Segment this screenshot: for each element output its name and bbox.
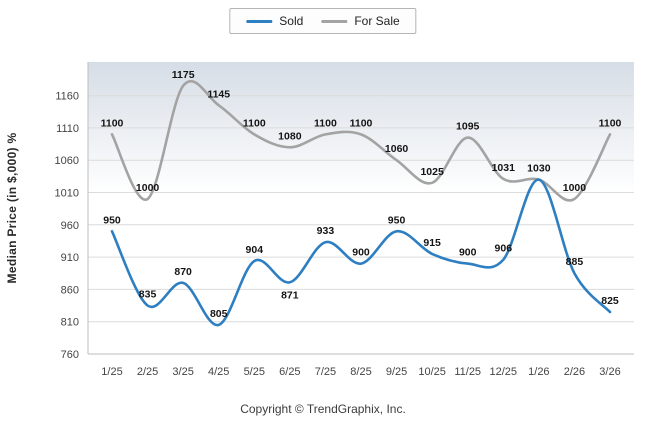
svg-text:1/26: 1/26 (528, 366, 549, 378)
svg-text:1000: 1000 (136, 182, 160, 194)
svg-text:835: 835 (139, 289, 157, 301)
svg-text:1100: 1100 (101, 117, 124, 129)
svg-text:1080: 1080 (278, 130, 302, 142)
svg-text:900: 900 (459, 247, 477, 259)
svg-text:Median Price (in $,000) %: Median Price (in $,000) % (5, 133, 19, 284)
legend-item-sold: Sold (246, 14, 303, 28)
svg-text:870: 870 (174, 266, 192, 278)
svg-text:6/25: 6/25 (279, 366, 300, 378)
svg-text:950: 950 (388, 214, 406, 226)
svg-text:5/25: 5/25 (244, 366, 265, 378)
svg-text:1110: 1110 (56, 123, 79, 135)
svg-text:1100: 1100 (243, 117, 266, 129)
svg-text:915: 915 (423, 237, 441, 249)
svg-text:1/25: 1/25 (101, 366, 122, 378)
sold-line-swatch-icon (246, 19, 273, 23)
series-sold (110, 178, 612, 327)
svg-text:1100: 1100 (599, 117, 622, 129)
legend-label-sold: Sold (279, 14, 304, 28)
svg-text:2/26: 2/26 (564, 366, 585, 378)
svg-text:900: 900 (352, 247, 370, 259)
svg-text:1060: 1060 (385, 143, 409, 155)
svg-text:1025: 1025 (420, 166, 444, 178)
svg-text:2/25: 2/25 (137, 366, 158, 378)
svg-text:1160: 1160 (55, 91, 79, 103)
svg-text:10/25: 10/25 (418, 366, 446, 378)
svg-text:1031: 1031 (492, 162, 516, 174)
svg-text:4/25: 4/25 (208, 366, 229, 378)
legend-item-for-sale: For Sale (321, 14, 400, 28)
chart-legend: Sold For Sale (229, 8, 417, 34)
svg-text:1175: 1175 (172, 69, 195, 81)
svg-text:885: 885 (566, 256, 584, 268)
svg-text:960: 960 (61, 220, 79, 232)
svg-text:3/26: 3/26 (599, 366, 620, 378)
svg-text:8/25: 8/25 (350, 366, 371, 378)
svg-text:1030: 1030 (527, 163, 551, 175)
series-for-sale (110, 79, 612, 202)
price-trend-chart: 760 810 860 910 960 1010 1060 1110 1160 1/25 2/25 3… (5, 62, 634, 378)
svg-text:9/25: 9/25 (386, 366, 407, 378)
svg-text:871: 871 (281, 289, 299, 301)
svg-text:825: 825 (601, 295, 619, 307)
svg-text:7/25: 7/25 (315, 366, 336, 378)
svg-text:950: 950 (103, 214, 121, 226)
svg-text:906: 906 (495, 243, 513, 255)
chart-root: 760 810 860 910 960 1010 1060 1110 1160 1/25 2/25 3… (5, 62, 634, 378)
svg-text:810: 810 (61, 317, 79, 329)
legend-label-for-sale: For Sale (354, 14, 400, 28)
svg-text:3/25: 3/25 (172, 366, 193, 378)
svg-text:1000: 1000 (563, 182, 587, 194)
svg-text:1095: 1095 (456, 121, 480, 133)
copyright-text: Copyright © TrendGraphix, Inc. (240, 402, 406, 416)
for-sale-line-swatch-icon (321, 19, 348, 23)
svg-text:910: 910 (61, 252, 79, 264)
svg-text:805: 805 (210, 308, 228, 320)
svg-text:760: 760 (61, 349, 79, 361)
chart-area: 760 810 860 910 960 1010 1060 1110 1160 1/25 2/25 3… (0, 38, 646, 403)
svg-text:1010: 1010 (55, 187, 79, 199)
svg-text:860: 860 (61, 284, 79, 296)
svg-text:1100: 1100 (350, 117, 373, 129)
svg-text:1100: 1100 (314, 117, 337, 129)
svg-text:12/25: 12/25 (490, 366, 518, 378)
svg-text:904: 904 (246, 244, 264, 256)
svg-text:11/25: 11/25 (454, 366, 481, 378)
svg-text:1060: 1060 (55, 155, 79, 167)
svg-text:933: 933 (317, 225, 335, 237)
svg-text:1145: 1145 (207, 88, 230, 100)
